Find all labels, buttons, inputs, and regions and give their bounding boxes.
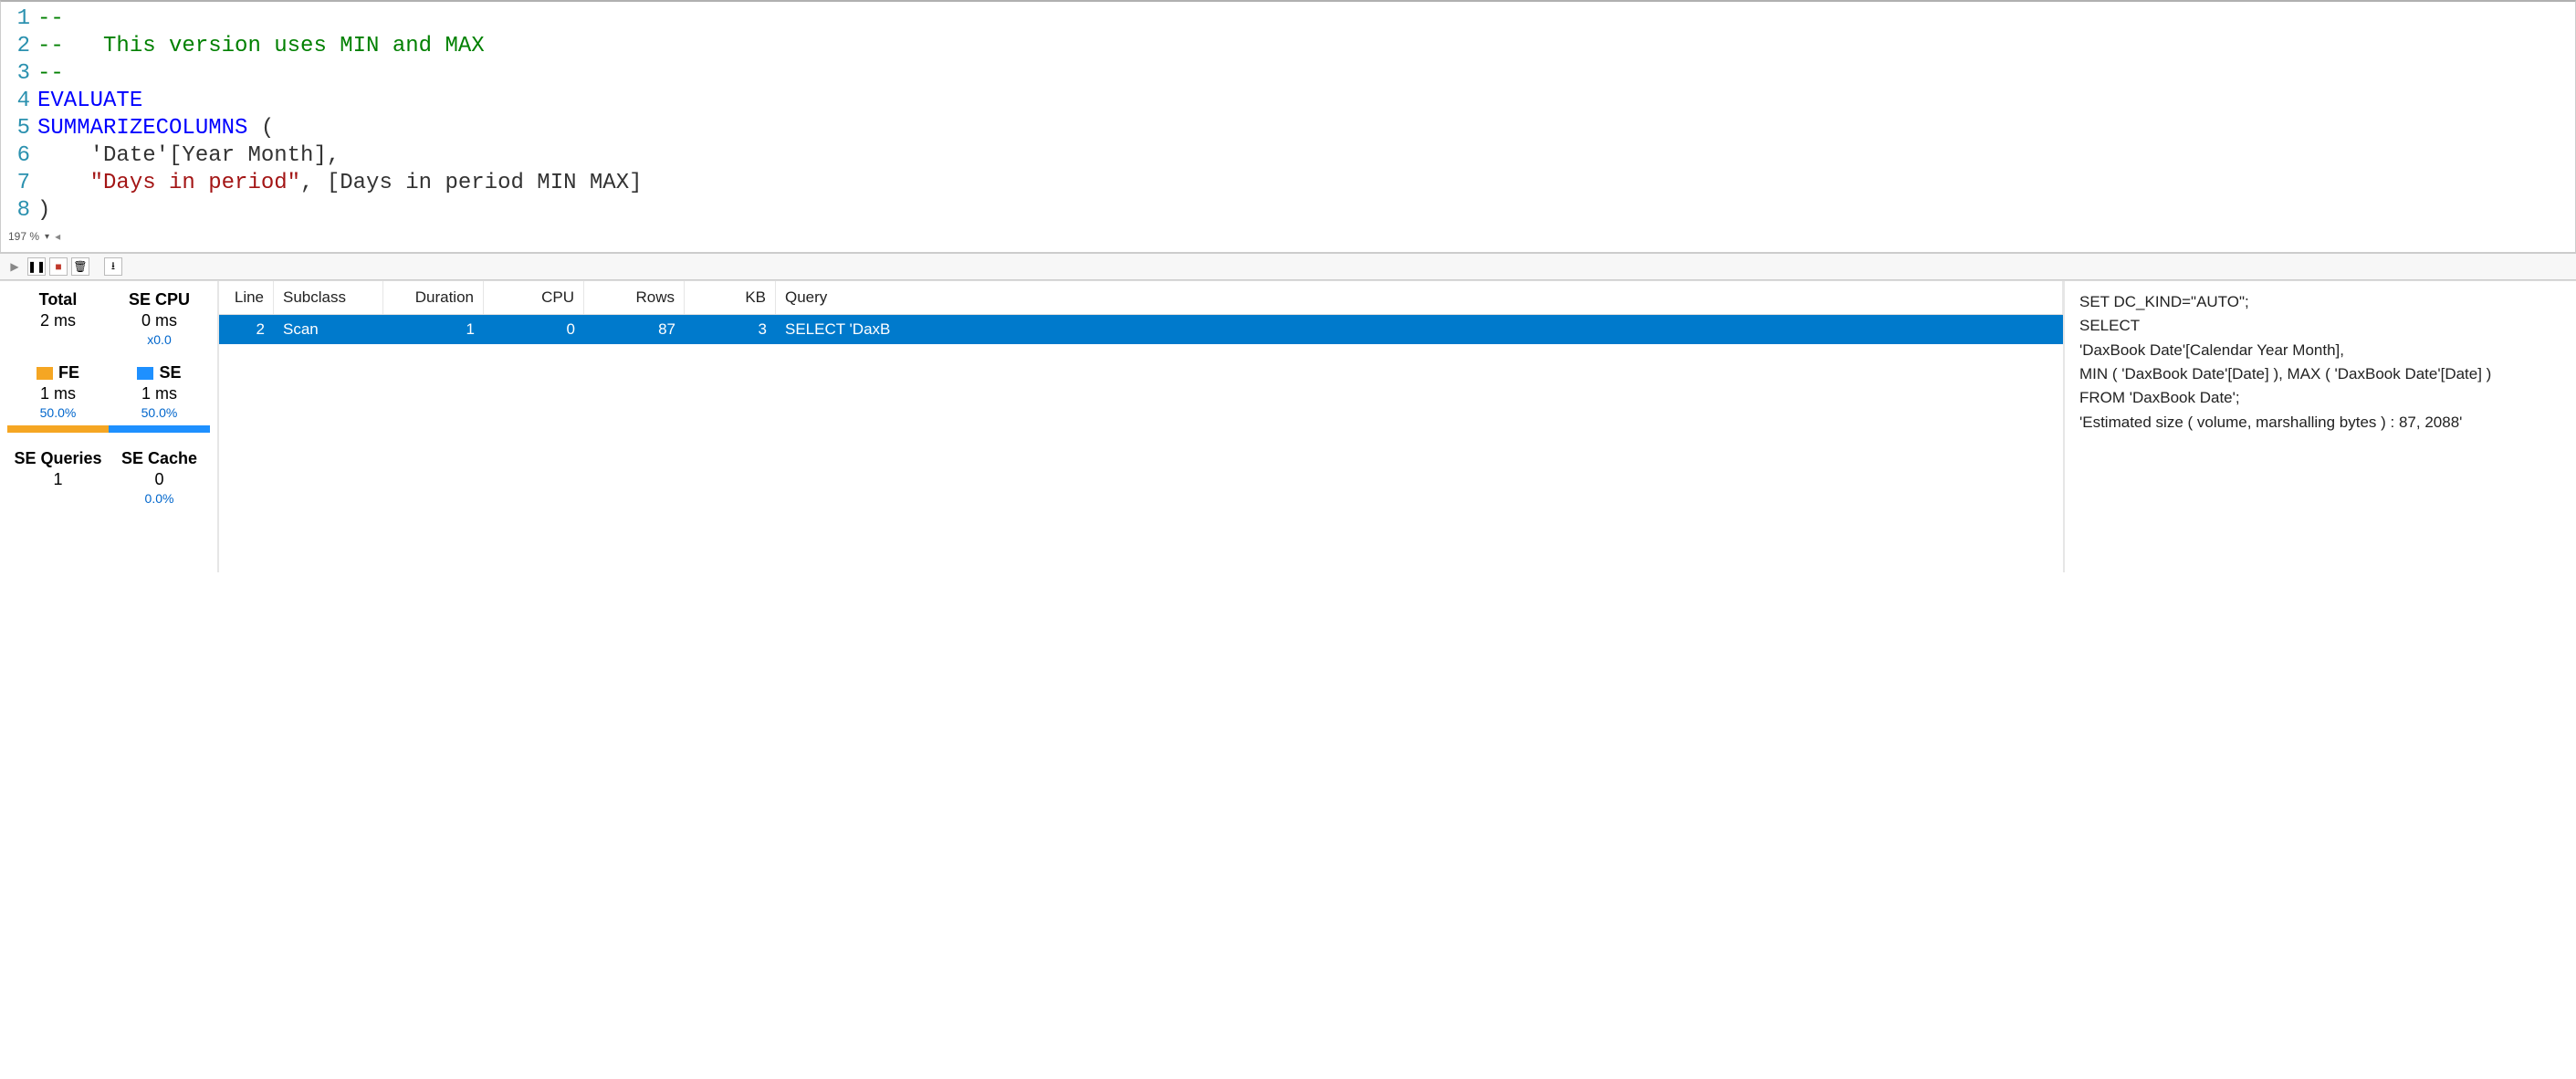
code-text[interactable]: EVALUATE [37,88,2575,115]
code-text[interactable]: SUMMARIZECOLUMNS ( [37,115,2575,142]
total-label: Total [7,290,109,309]
detail-line: FROM 'DaxBook Date'; [2079,386,2561,410]
total-value: 2 ms [7,311,109,330]
scroll-left-icon[interactable]: ◂ [55,230,60,243]
grid-header: Line Subclass Duration CPU Rows KB Query [219,281,2063,315]
chevron-down-icon[interactable]: ▾ [45,232,49,242]
col-subclass[interactable]: Subclass [274,281,383,314]
col-kb[interactable]: KB [685,281,776,314]
fe-swatch [37,367,53,380]
cell-rows: 87 [584,315,685,344]
code-line[interactable]: 6 'Date'[Year Month], [1,142,2575,170]
detail-line: 'Estimated size ( volume, marshalling by… [2079,411,2561,435]
code-text[interactable]: -- This version uses MIN and MAX [37,33,2575,60]
zoom-value: 197 % [8,230,39,243]
zoom-indicator[interactable]: 197 % ▾ ◂ [1,225,2575,245]
detail-line: SELECT [2079,314,2561,338]
code-line[interactable]: 2-- This version uses MIN and MAX [1,33,2575,60]
line-number: 8 [1,197,37,225]
query-detail[interactable]: SET DC_KIND="AUTO"; SELECT 'DaxBook Date… [2065,281,2576,572]
code-text[interactable]: "Days in period", [Days in period MIN MA… [37,170,2575,197]
code-line[interactable]: 7 "Days in period", [Days in period MIN … [1,170,2575,197]
code-text[interactable]: -- [37,60,2575,88]
secpu-label: SE CPU [109,290,210,309]
col-line[interactable]: Line [219,281,274,314]
secpu-value: 0 ms [109,311,210,330]
code-text[interactable]: -- [37,5,2575,33]
stats-panel: Total 2 ms SE CPU 0 ms x0.0 FE 1 ms 50.0… [0,281,219,572]
query-grid[interactable]: Line Subclass Duration CPU Rows KB Query… [219,281,2065,572]
code-text[interactable]: 'Date'[Year Month], [37,142,2575,170]
col-cpu[interactable]: CPU [484,281,584,314]
clear-button[interactable]: 🗑 [71,257,89,276]
download-button[interactable]: ⭳ [104,257,122,276]
grid-row[interactable]: 2 Scan 1 0 87 3 SELECT 'DaxB [219,315,2063,344]
cell-line: 2 [219,315,274,344]
se-cache-value: 0 [109,470,210,489]
se-pct: 50.0% [109,405,210,420]
code-editor[interactable]: 1--2-- This version uses MIN and MAX3--4… [0,0,2576,253]
code-line[interactable]: 1-- [1,5,2575,33]
cell-subclass: Scan [274,315,383,344]
server-timings-panel: Total 2 ms SE CPU 0 ms x0.0 FE 1 ms 50.0… [0,280,2576,572]
code-text[interactable]: ) [37,197,2575,225]
line-number: 6 [1,142,37,170]
fe-label: FE [58,363,79,382]
code-line[interactable]: 5SUMMARIZECOLUMNS ( [1,115,2575,142]
se-swatch [137,367,153,380]
col-rows[interactable]: Rows [584,281,685,314]
fe-se-bar [7,425,210,433]
col-query[interactable]: Query [776,281,2063,314]
line-number: 5 [1,115,37,142]
cell-cpu: 0 [484,315,584,344]
pause-button[interactable]: ❚❚ [27,257,46,276]
se-queries-value: 1 [7,470,109,489]
secpu-ratio: x0.0 [109,332,210,347]
line-number: 1 [1,5,37,33]
se-queries-label: SE Queries [7,449,109,468]
play-button[interactable]: ▶ [5,257,24,276]
code-line[interactable]: 3-- [1,60,2575,88]
stop-button[interactable]: ■ [49,257,68,276]
line-number: 3 [1,60,37,88]
line-number: 2 [1,33,37,60]
line-number: 4 [1,88,37,115]
cell-duration: 1 [383,315,484,344]
se-cache-pct: 0.0% [109,491,210,506]
col-duration[interactable]: Duration [383,281,484,314]
detail-line: 'DaxBook Date'[Calendar Year Month], [2079,339,2561,362]
cell-kb: 3 [685,315,776,344]
se-cache-label: SE Cache [109,449,210,468]
fe-value: 1 ms [7,384,109,403]
fe-pct: 50.0% [7,405,109,420]
trace-toolbar: ▶ ❚❚ ■ 🗑 ⭳ [0,253,2576,280]
line-number: 7 [1,170,37,197]
se-value: 1 ms [109,384,210,403]
cell-query: SELECT 'DaxB [776,315,2063,344]
se-label: SE [159,363,181,382]
code-line[interactable]: 4EVALUATE [1,88,2575,115]
code-line[interactable]: 8) [1,197,2575,225]
detail-line: MIN ( 'DaxBook Date'[Date] ), MAX ( 'Dax… [2079,362,2561,386]
detail-line: SET DC_KIND="AUTO"; [2079,290,2561,314]
